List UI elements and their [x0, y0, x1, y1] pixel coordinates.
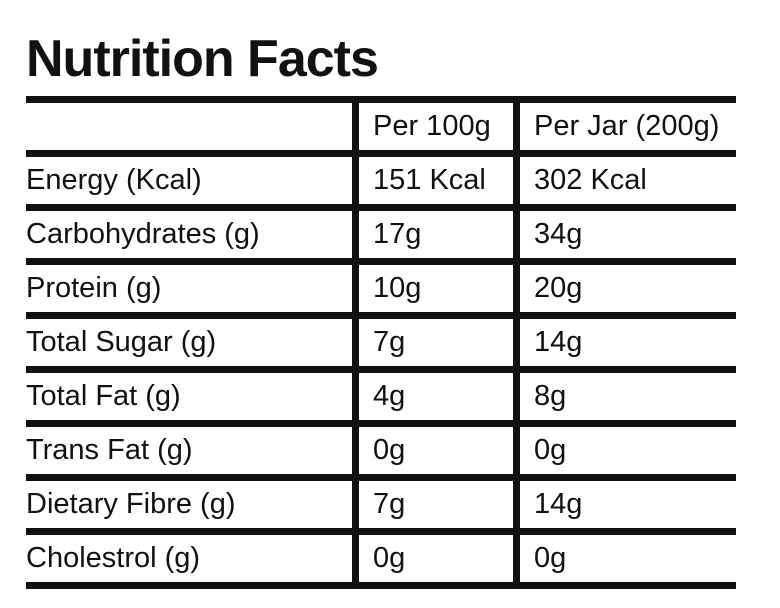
value-per-100g: 4g: [352, 373, 513, 420]
value-per-100g: 151 Kcal: [352, 157, 513, 204]
value-per-jar: 14g: [513, 319, 736, 366]
value-per-100g: 17g: [352, 211, 513, 258]
nutrient-name: Trans Fat (g): [26, 434, 193, 466]
nutrient-name: Energy (Kcal): [26, 164, 202, 196]
value-per-jar: 0g: [513, 535, 736, 582]
table-header-row: Per 100g Per Jar (200g): [26, 103, 736, 157]
table-row: Total Sugar (g) 7g 14g: [26, 319, 736, 373]
header-nutrient: [26, 103, 352, 150]
header-per-jar: Per Jar (200g): [513, 103, 736, 150]
value-per-jar: 302 Kcal: [513, 157, 736, 204]
nutrient-name: Total Sugar (g): [26, 326, 217, 358]
value-per-jar: 8g: [513, 373, 736, 420]
value-per-jar: 0g: [513, 427, 736, 474]
table-row: Energy (Kcal) 151 Kcal 302 Kcal: [26, 157, 736, 211]
value-per-100g: 7g: [352, 481, 513, 528]
value-per-jar: 34g: [513, 211, 736, 258]
nutrient-name: Dietary Fibre (g): [26, 488, 236, 520]
table-row: Cholestrol (g) 0g 0g: [26, 535, 736, 589]
nutrition-table: Per 100g Per Jar (200g) Energy (Kcal) 15…: [26, 96, 736, 589]
value-per-jar: 14g: [513, 481, 736, 528]
nutrient-name: Total Fat (g): [26, 380, 181, 412]
table-row: Total Fat (g) 4g 8g: [26, 373, 736, 427]
nutrient-name: Carbohydrates (g): [26, 218, 260, 250]
value-per-100g: 10g: [352, 265, 513, 312]
page-title: Nutrition Facts: [26, 30, 379, 88]
value-per-100g: 0g: [352, 535, 513, 582]
table-row: Trans Fat (g) 0g 0g: [26, 427, 736, 481]
nutrient-name: Cholestrol (g): [26, 542, 201, 574]
value-per-100g: 7g: [352, 319, 513, 366]
nutrient-name: Protein (g): [26, 272, 162, 304]
table-row: Carbohydrates (g) 17g 34g: [26, 211, 736, 265]
table-row: Dietary Fibre (g) 7g 14g: [26, 481, 736, 535]
value-per-jar: 20g: [513, 265, 736, 312]
table-row: Protein (g) 10g 20g: [26, 265, 736, 319]
value-per-100g: 0g: [352, 427, 513, 474]
header-per-100g: Per 100g: [352, 103, 513, 150]
